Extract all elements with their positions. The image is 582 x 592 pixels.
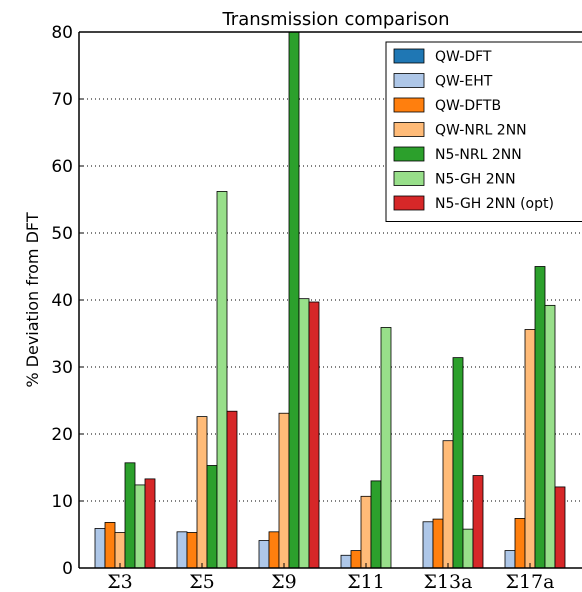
legend-label: N5-GH 2NN [435, 172, 516, 188]
bar [278, 412, 290, 569]
tick-labels: 0 10 20 30 40 50 60 70 80 Σ3 Σ5 Σ9 Σ11 Σ13a Σ17a [51, 23, 554, 592]
bar [422, 521, 434, 569]
legend-swatch [393, 171, 425, 186]
bar [514, 518, 526, 569]
legend-label: N5-GH 2NN (opt) [435, 196, 554, 212]
x-tick-label: Σ3 [107, 571, 133, 592]
bar [524, 329, 536, 569]
bars [94, 31, 566, 569]
bar [268, 531, 280, 569]
bar [144, 478, 156, 569]
legend-label: QW-DFTB [435, 98, 501, 114]
legend-swatch [393, 48, 425, 64]
y-tick-label: 20 [51, 425, 73, 445]
bar [472, 475, 484, 569]
bar [360, 495, 372, 569]
bar [554, 486, 566, 569]
y-tick-label: 60 [51, 157, 73, 177]
bar [124, 462, 136, 569]
legend: QW-DFT QW-EHT QW-DFTB QW-NRL 2NN N5-NRL 2NN N… [385, 41, 582, 222]
legend-swatch [393, 97, 425, 113]
bar [544, 304, 556, 569]
x-tick-label: Σ5 [189, 571, 215, 592]
bar [206, 465, 218, 569]
y-tick-label: 50 [51, 224, 73, 244]
legend-swatch [393, 195, 425, 211]
bar [432, 518, 444, 569]
bar [226, 410, 238, 569]
x-tick-label: Σ13a [424, 571, 473, 592]
bar [298, 298, 310, 569]
bar [186, 532, 198, 569]
x-tick-label: Σ11 [347, 571, 385, 592]
bar [134, 484, 146, 569]
bar [340, 554, 352, 569]
y-tick-label: 10 [51, 492, 73, 512]
bar [452, 357, 464, 569]
axes [78, 31, 582, 569]
legend-swatch [393, 122, 425, 137]
legend-label: N5-NRL 2NN [435, 147, 522, 163]
y-tick-label: 70 [51, 90, 73, 110]
y-tick-label: 30 [51, 358, 73, 378]
legend-label: QW-DFT [435, 49, 492, 65]
legend-label: QW-EHT [435, 74, 493, 90]
bar [176, 531, 188, 569]
bar [504, 550, 516, 569]
bar [370, 480, 382, 569]
bar [114, 532, 126, 569]
bar [308, 301, 320, 569]
x-tick-label: Σ17a [506, 571, 555, 592]
bar [94, 528, 106, 569]
y-axis-label: % Deviation from DFT [23, 212, 42, 387]
bar [196, 416, 208, 569]
x-tick-label: Σ9 [271, 571, 297, 592]
bar [442, 440, 454, 569]
bar [216, 191, 228, 569]
legend-label: QW-NRL 2NN [435, 123, 527, 139]
bar [258, 540, 270, 569]
bar [380, 327, 392, 569]
bar [350, 550, 362, 569]
bar [104, 522, 116, 569]
y-tick-label: 80 [51, 23, 73, 43]
y-tick-label: 40 [51, 291, 73, 311]
bar [534, 266, 546, 569]
chart-title: Transmission comparison [221, 9, 449, 30]
legend-swatch [393, 73, 425, 88]
y-tick-label: 0 [62, 559, 73, 579]
bar [462, 528, 474, 569]
bar [288, 31, 300, 569]
legend-swatch [393, 146, 425, 162]
